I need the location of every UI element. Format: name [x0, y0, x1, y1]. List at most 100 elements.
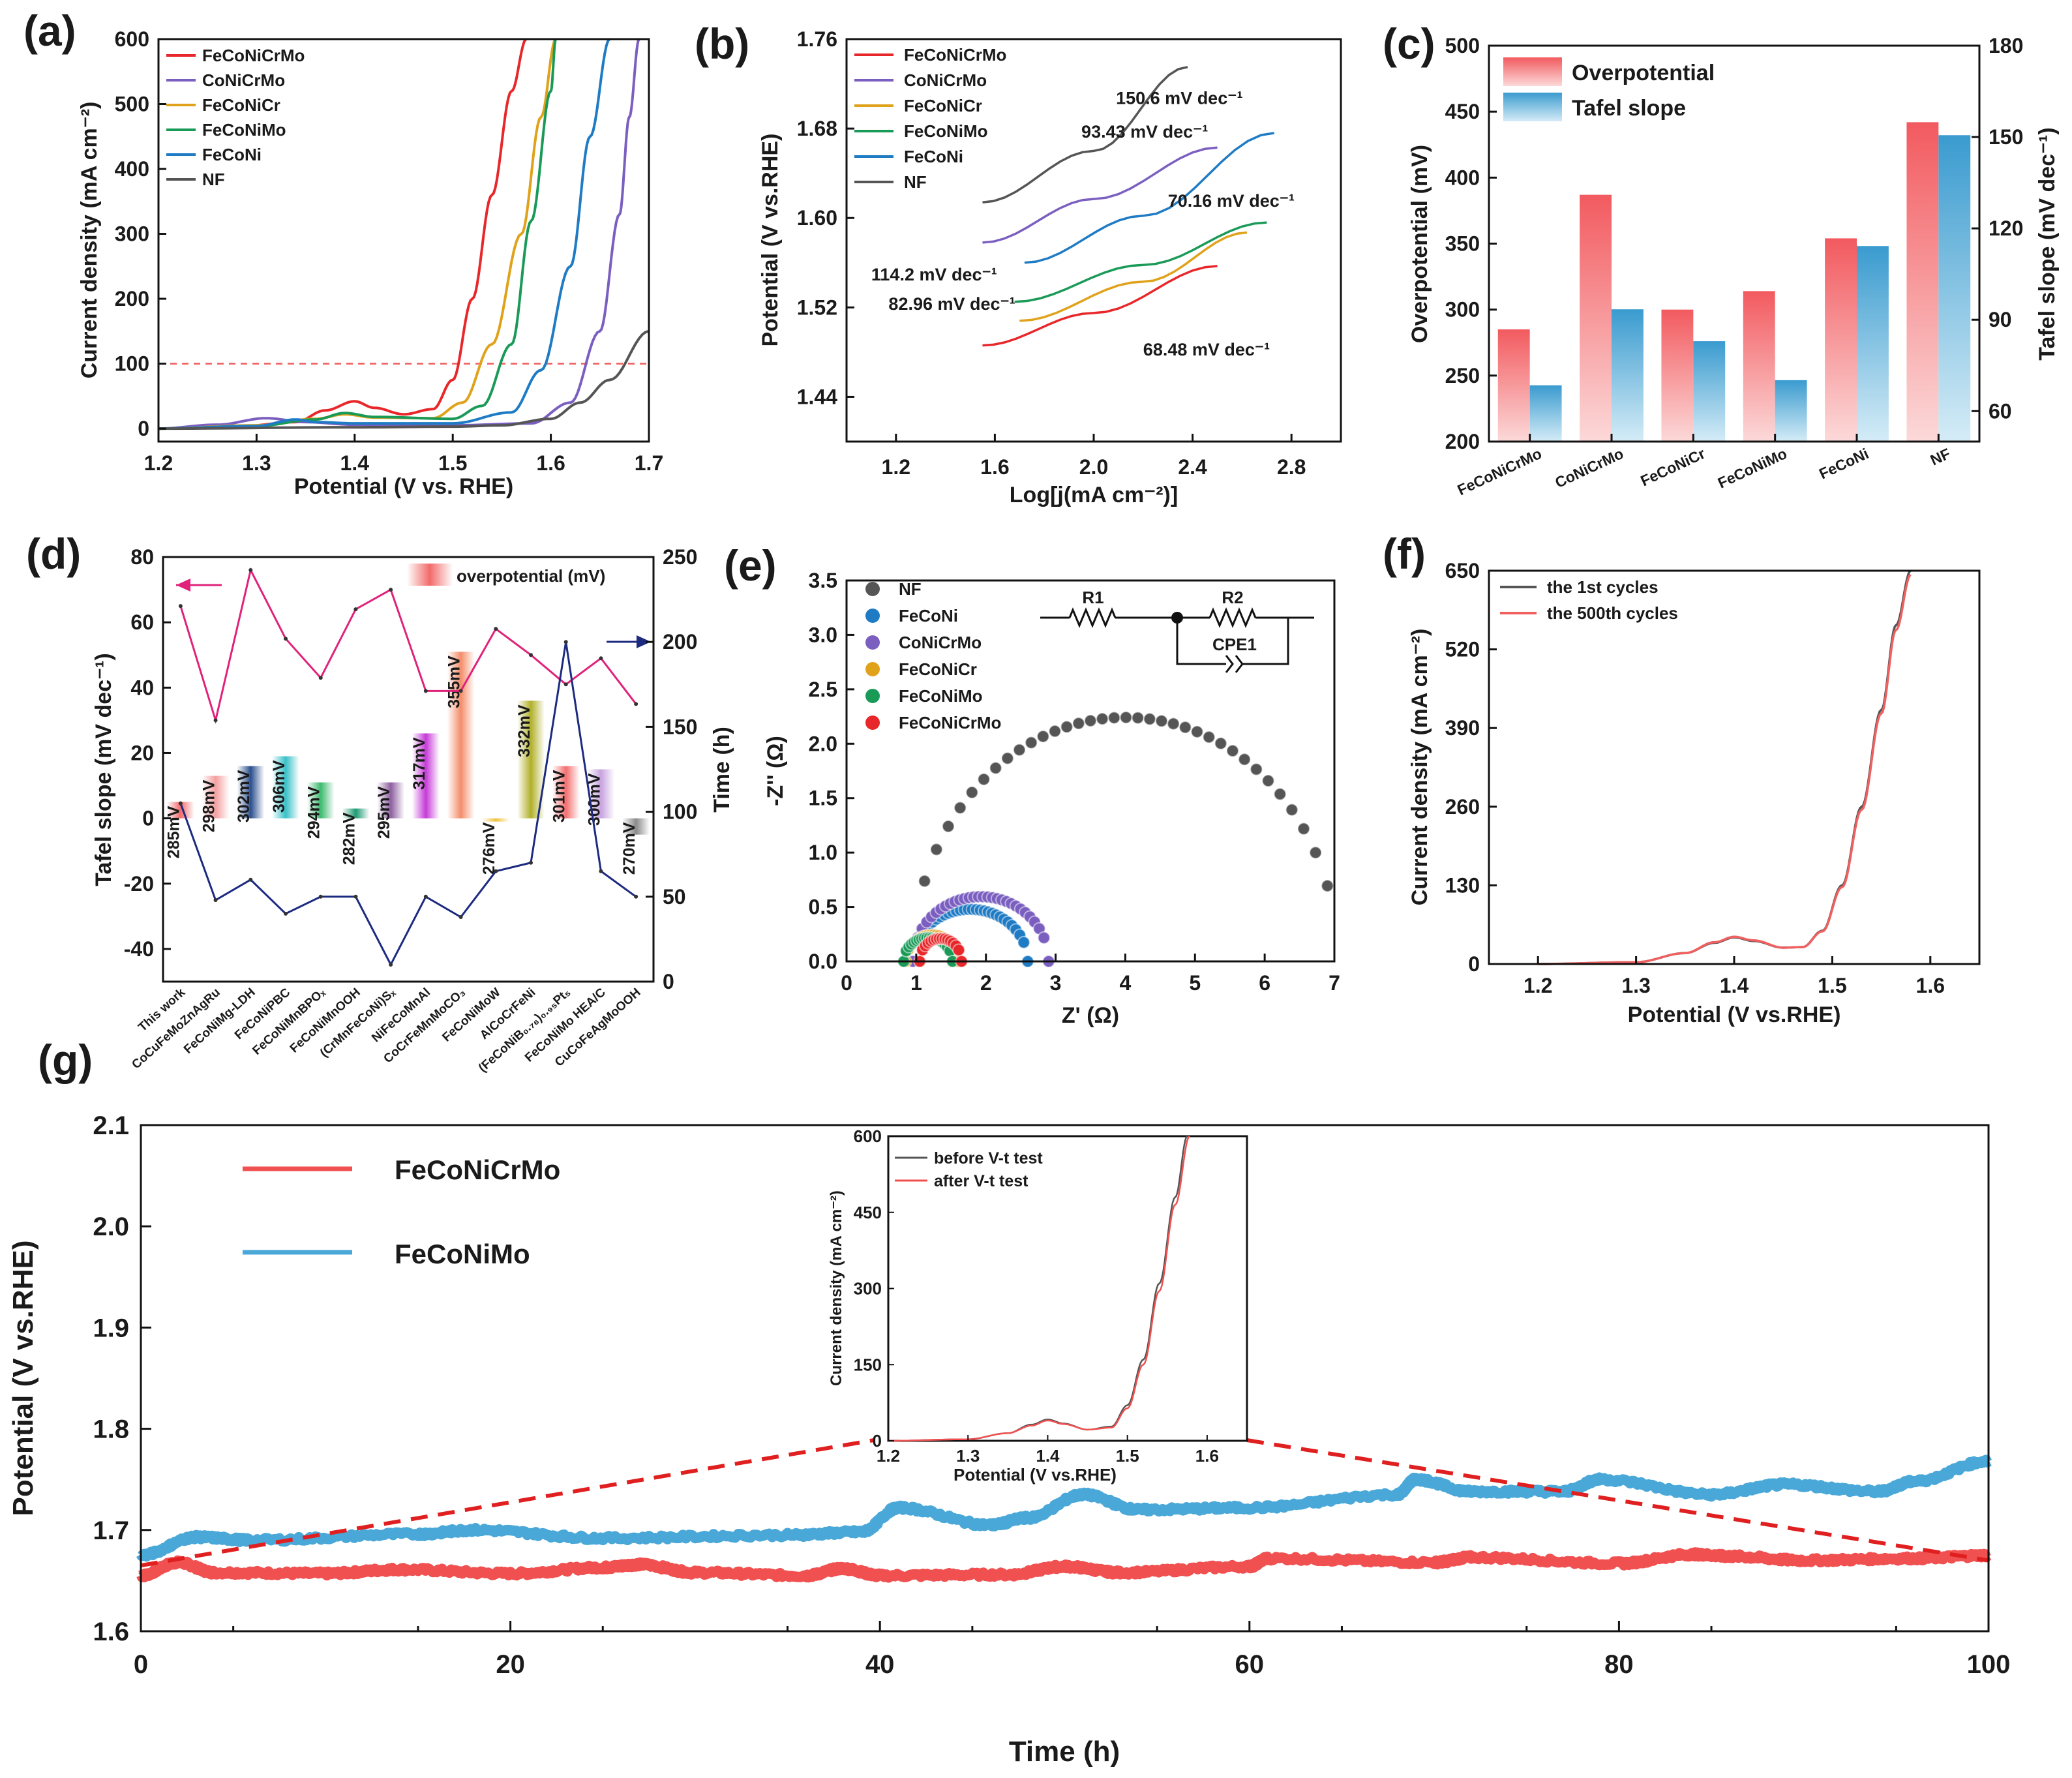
panel-d-chart: 285mV 298mV 302mV 306mV 294mV 282mV 295mV 317mV…	[91, 545, 734, 1075]
inset-line-1	[888, 1136, 1190, 1442]
x-tick-label: 5	[1189, 971, 1201, 995]
y-tick-label: 1.76	[797, 27, 837, 51]
y-tick-label: 390	[1445, 716, 1480, 740]
bar-CoCrFeMnMoCO₃	[447, 652, 475, 819]
y-tick-label: 600	[115, 27, 149, 51]
x-tick-label: 2.8	[1277, 455, 1306, 479]
panel-g-inset-data	[888, 1136, 1190, 1442]
x-tick-label: 4	[1120, 971, 1132, 995]
x-tick-label: 1.2	[144, 451, 173, 475]
panel-g-ylabel: Potential (V vs.RHE)	[7, 1241, 39, 1516]
panel-a-xlabel: Potential (V vs. RHE)	[294, 474, 513, 499]
inset-x-tick-label: 1.2	[877, 1446, 900, 1466]
legend-label-FeCoNi: FeCoNi	[202, 145, 262, 164]
x-tick-label: 80	[1604, 1650, 1634, 1679]
panel-e-frame	[845, 579, 1336, 963]
y-tick-label: 60	[130, 610, 154, 634]
y-tick-label: 0	[1468, 952, 1480, 976]
legend-label-FeCoNiCrMo: FeCoNiCrMo	[899, 713, 1001, 732]
x-category-label: CoNiCrMo	[1552, 445, 1626, 491]
x-tick-label: 60	[1235, 1650, 1265, 1679]
y-tick-label: 500	[1445, 34, 1480, 57]
bar-overpotential-FeCoNi	[1825, 238, 1857, 442]
bar-NiFeCoMnAl	[412, 733, 440, 819]
bar-value-label: 355mV	[445, 655, 463, 708]
eis-point-NF	[1190, 725, 1204, 738]
bar-AlCoCrFeNi	[517, 701, 545, 819]
legend-marker-NF	[865, 582, 880, 596]
y-tick-label: 250	[1445, 364, 1480, 387]
panel-b-ylabel: Potential (V vs.RHE)	[758, 134, 783, 347]
panel-g-frame	[140, 1124, 1990, 1633]
legend-label-FeCoNi: FeCoNi	[904, 147, 963, 166]
bar-value-label: 282mV	[340, 812, 358, 865]
bar-tafel-FeCoNiMo	[1775, 380, 1807, 442]
legend-label-CoNiCrMo: CoNiCrMo	[202, 70, 285, 90]
legend-marker-FeCoNiMo	[865, 689, 880, 703]
series-line-NF	[982, 66, 1188, 203]
y-tick-label: 2.1	[93, 1111, 129, 1140]
bar-FeCoNiMnBPOₓ	[307, 782, 335, 819]
panel-c-data	[1497, 122, 1971, 442]
y-tick-label: 130	[1445, 873, 1480, 897]
circuit-label-r1: R1	[1082, 588, 1104, 607]
legend-label-tafel: Tafel slope	[1572, 96, 1686, 121]
x-category-label: NF	[1928, 445, 1953, 469]
y-right-tick-label: 90	[1989, 308, 2012, 331]
panel-g-xlabel: Time (h)	[1009, 1736, 1120, 1768]
x-tick-label: 1.5	[438, 451, 467, 475]
bar-overpotential-FeCoNiCr	[1661, 309, 1694, 442]
panel-c-axes: FeCoNiCrMo CoNiCrMo FeCoNiCr FeCoNiMo FeCoNi…	[1445, 34, 2024, 498]
legend-label-FeCoNiCrMo: FeCoNiCrMo	[202, 46, 305, 65]
tafel-point	[634, 702, 638, 706]
panel-g-axes: 0 20 40 60 80 100 1.6 1.7 1.8 1.9 2.0 2.1	[93, 1111, 2010, 1679]
legend-label-FeCoNi: FeCoNi	[899, 606, 958, 625]
bar-tafel-FeCoNi	[1857, 246, 1889, 442]
y-tick-label: 1.6	[93, 1618, 129, 1646]
eis-point-NF	[1131, 711, 1145, 725]
eis-point-NF	[918, 874, 931, 888]
time-point	[353, 894, 358, 899]
longterm-line-FeCoNiMo	[136, 1454, 1993, 1562]
slope-annotation-CoNiCrMo: 93.43 mV dec⁻¹	[1081, 122, 1208, 142]
y-tick-label: 3.5	[809, 569, 837, 592]
legend-marker-FeCoNi	[865, 609, 880, 623]
x-tick-label: 2	[980, 971, 992, 995]
eis-point-NF	[1096, 712, 1109, 726]
eis-point-NF	[1084, 714, 1097, 728]
bar-value-label: 301mV	[550, 770, 569, 822]
x-tick-label: 6	[1259, 971, 1270, 995]
time-point	[389, 962, 393, 967]
eis-point-FeCoNiCrMo	[952, 943, 966, 957]
bar-(CrMnFeCoNi)Sₓ	[377, 782, 405, 819]
tafel-point	[353, 607, 358, 612]
y-tick-label: 1.60	[797, 206, 837, 230]
y-tick-label: 3.0	[809, 623, 837, 646]
panel-g-inset-bg	[887, 1135, 1248, 1442]
y-tick-label: 1.52	[797, 295, 837, 319]
circuit-label-cpe: CPE1	[1212, 635, 1257, 654]
legend-swatch-overpotential	[407, 564, 453, 586]
x-tick-label: 1.4	[340, 451, 370, 475]
y-tick-label: 400	[1445, 166, 1480, 189]
zoom-dashed-line-left	[140, 1438, 875, 1568]
panel-e-chart: 0 1 2 3 4 5 6 7 0.0 0.5 1.0 1.5 2.0 2.5 3.0 3.5 NF FeCoN…	[763, 569, 1340, 1028]
panel-d-ylabel: Tafel slope (mV dec⁻¹)	[91, 653, 116, 886]
slope-annotation-FeCoNiCr: 82.96 mV dec⁻¹	[888, 294, 1015, 314]
time-point	[423, 894, 428, 899]
bar-value-label: 270mV	[620, 822, 638, 875]
time-line	[179, 641, 637, 967]
inset-y-tick-label: 450	[854, 1203, 882, 1222]
slope-annotation-FeCoNi: 114.2 mV dec⁻¹	[871, 265, 997, 284]
series-line-FeCoNiCr	[1019, 231, 1248, 322]
panel-d-ylabel-right: Time (h)	[710, 727, 734, 813]
eis-point-NF	[953, 801, 967, 815]
y-tick-label: 1.9	[93, 1314, 129, 1342]
series-line-FeCoNiMo	[1014, 221, 1267, 303]
slope-annotation-FeCoNiMo: 70.16 mV dec⁻¹	[1168, 191, 1295, 211]
eis-point-NF	[1000, 751, 1014, 765]
inset-legend-label-0: before V-t test	[934, 1149, 1043, 1168]
tafel-point	[213, 718, 218, 723]
y-tick-label: -40	[124, 937, 154, 961]
tafel-point	[529, 653, 533, 657]
